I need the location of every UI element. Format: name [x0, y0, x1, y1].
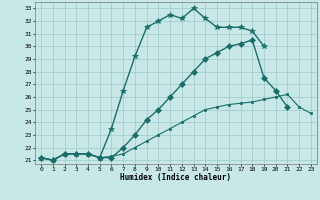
X-axis label: Humidex (Indice chaleur): Humidex (Indice chaleur) [121, 173, 231, 182]
